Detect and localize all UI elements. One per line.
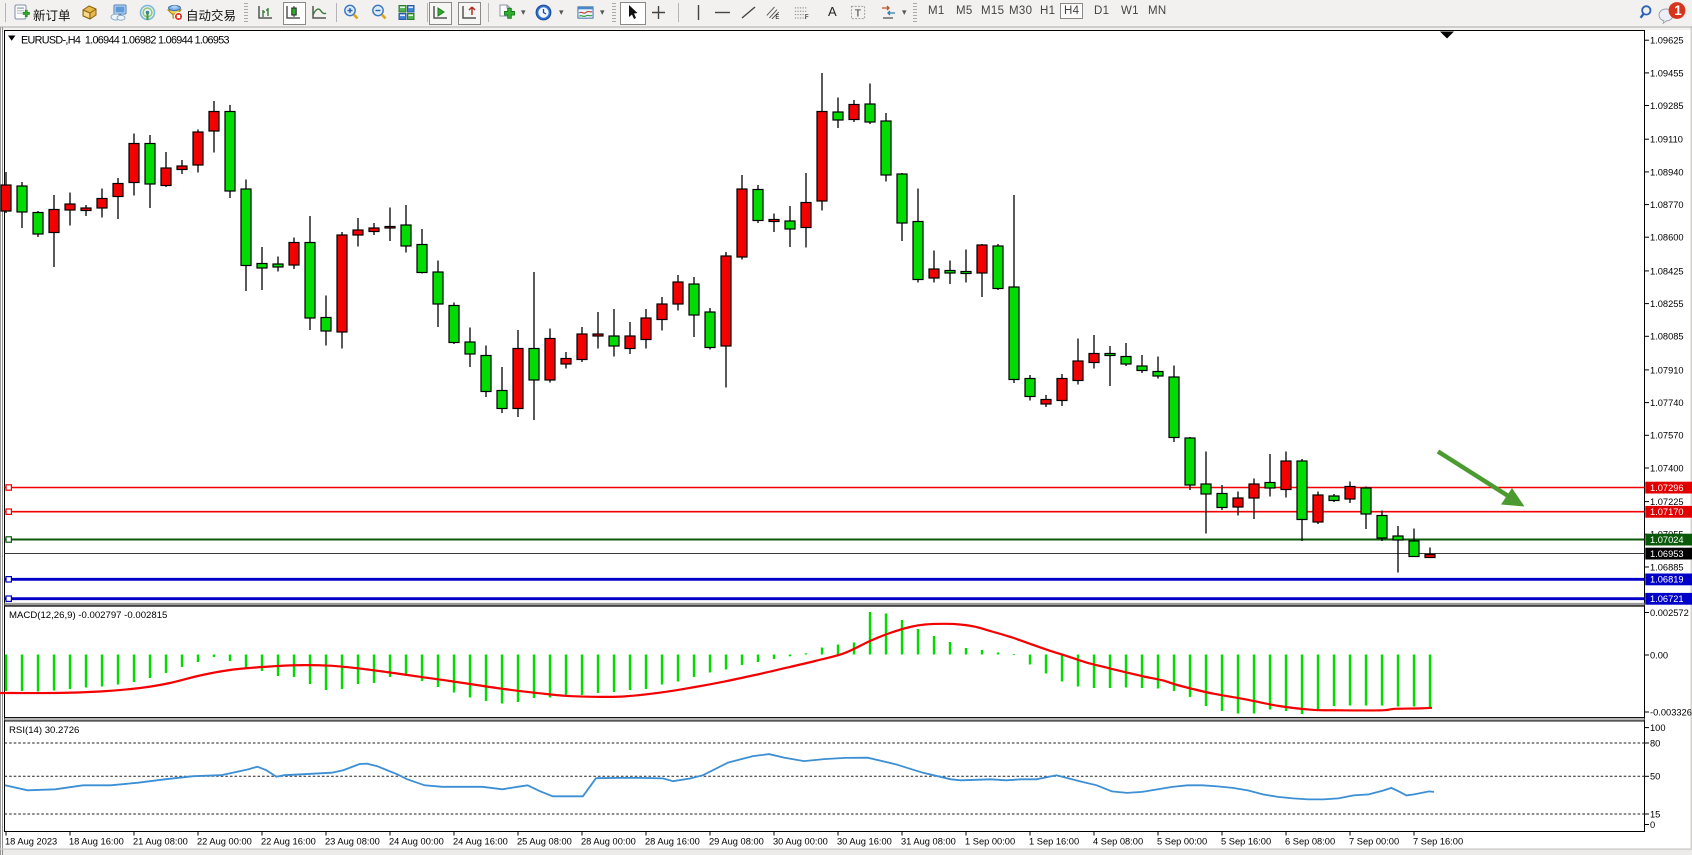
svg-text:E: E [775,15,779,21]
svg-text:1.07740: 1.07740 [1650,398,1684,408]
svg-text:1.08255: 1.08255 [1650,299,1684,309]
svg-text:1 Sep 00:00: 1 Sep 00:00 [965,837,1015,847]
svg-text:-0.003326: -0.003326 [1650,707,1692,717]
svg-text:18 Aug 2023: 18 Aug 2023 [5,837,57,847]
svg-text:30 Aug 16:00: 30 Aug 16:00 [837,837,892,847]
svg-text:15: 15 [1650,809,1660,819]
svg-text:0: 0 [1650,820,1655,830]
svg-text:1.09110: 1.09110 [1650,135,1683,145]
svg-text:80: 80 [1650,738,1660,748]
svg-text:28 Aug 16:00: 28 Aug 16:00 [645,837,700,847]
svg-text:31 Aug 08:00: 31 Aug 08:00 [901,837,956,847]
svg-text:1.08940: 1.08940 [1650,167,1684,177]
svg-text:1.06819: 1.06819 [1650,575,1684,585]
svg-text:1 Sep 16:00: 1 Sep 16:00 [1029,837,1079,847]
svg-text:1.09625: 1.09625 [1650,36,1684,46]
svg-text:0.00: 0.00 [1650,650,1668,660]
svg-text:28 Aug 00:00: 28 Aug 00:00 [581,837,636,847]
svg-text:100: 100 [1650,723,1666,733]
svg-text:1.08085: 1.08085 [1650,332,1684,342]
svg-text:21 Aug 08:00: 21 Aug 08:00 [133,837,188,847]
svg-text:1.08600: 1.08600 [1650,233,1684,243]
svg-text:1: 1 [1674,3,1682,18]
svg-text:1.08425: 1.08425 [1650,266,1684,276]
svg-text:22 Aug 16:00: 22 Aug 16:00 [261,837,316,847]
svg-text:1.07570: 1.07570 [1650,431,1684,441]
svg-text:1.06885: 1.06885 [1650,562,1684,572]
svg-text:F: F [805,15,809,21]
svg-text:5 Sep 00:00: 5 Sep 00:00 [1157,837,1207,847]
svg-text:1.07170: 1.07170 [1650,507,1684,517]
svg-text:24 Aug 16:00: 24 Aug 16:00 [453,837,508,847]
svg-text:29 Aug 08:00: 29 Aug 08:00 [709,837,764,847]
svg-text:0.002572: 0.002572 [1650,608,1689,618]
svg-text:1.07400: 1.07400 [1650,463,1684,473]
svg-text:1.07910: 1.07910 [1650,365,1684,375]
svg-text:7 Sep 16:00: 7 Sep 16:00 [1413,837,1463,847]
svg-text:1.06721: 1.06721 [1650,594,1684,604]
svg-text:7 Sep 00:00: 7 Sep 00:00 [1349,837,1399,847]
svg-text:1.07024: 1.07024 [1650,535,1684,545]
svg-text:MACD(12,26,9) -0.002797 -0.002: MACD(12,26,9) -0.002797 -0.002815 [9,610,167,621]
svg-text:25 Aug 08:00: 25 Aug 08:00 [517,837,572,847]
svg-text:T: T [855,9,862,20]
svg-text:1.06953: 1.06953 [1650,549,1684,559]
svg-text:18 Aug 16:00: 18 Aug 16:00 [69,837,124,847]
svg-text:1.07225: 1.07225 [1650,497,1684,507]
svg-text:1.07296: 1.07296 [1650,483,1684,493]
svg-text:1.09455: 1.09455 [1650,68,1684,78]
svg-text:30 Aug 00:00: 30 Aug 00:00 [773,837,828,847]
svg-text:1.08770: 1.08770 [1650,200,1684,210]
svg-text:22 Aug 00:00: 22 Aug 00:00 [197,837,252,847]
svg-text:24 Aug 00:00: 24 Aug 00:00 [389,837,444,847]
svg-text:1.09285: 1.09285 [1650,101,1684,111]
svg-text:6 Sep 08:00: 6 Sep 08:00 [1285,837,1335,847]
svg-text:5 Sep 16:00: 5 Sep 16:00 [1221,837,1271,847]
svg-text:23 Aug 08:00: 23 Aug 08:00 [325,837,380,847]
svg-text:50: 50 [1650,772,1660,782]
svg-text:RSI(14) 30.2726: RSI(14) 30.2726 [9,725,79,736]
svg-text:EURUSD-,H4 1.06944 1.06982 1.: EURUSD-,H4 1.06944 1.06982 1.06944 1.069… [21,35,230,47]
svg-text:4 Sep 08:00: 4 Sep 08:00 [1093,837,1143,847]
